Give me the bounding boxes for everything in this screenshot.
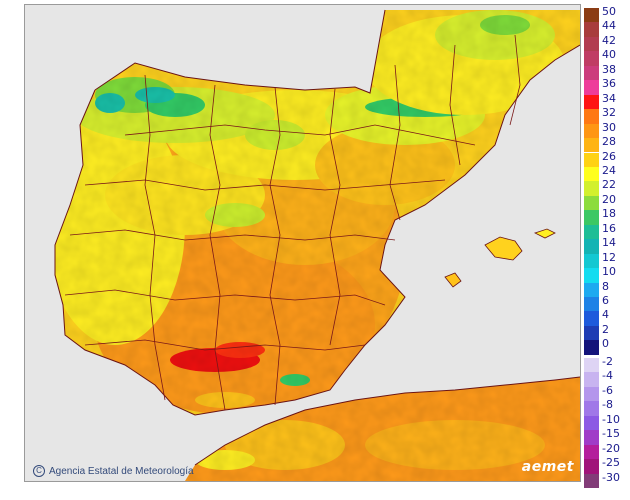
legend-warm-swatch: [584, 36, 599, 52]
legend-cold-swatch: [584, 372, 599, 387]
legend-cold-swatch: [584, 401, 599, 416]
legend-warm-label: 8: [602, 279, 609, 293]
legend-warm-label: 32: [602, 106, 616, 120]
legend-cold-swatch: [584, 473, 599, 489]
legend-warm-swatch: [584, 297, 599, 312]
legend-cold-swatch: [584, 415, 599, 431]
legend-warm-swatch: [584, 268, 599, 283]
legend-warm-swatch: [584, 138, 599, 153]
legend-warm-label: 0: [602, 337, 609, 351]
legend-cold-swatch: [584, 358, 599, 373]
legend-warm-swatch: [584, 80, 599, 95]
legend-warm-label: 22: [602, 178, 616, 192]
legend-warm-swatch: [584, 152, 599, 167]
legend-warm-label: 16: [602, 221, 616, 235]
legend-warm-label: 10: [602, 265, 616, 279]
copyright-icon: C: [33, 465, 45, 477]
legend-cold-label: -15: [602, 427, 620, 441]
legend-warm-label: 24: [602, 163, 616, 177]
iberia-temperature-field: [25, 5, 580, 481]
legend-cold-label: -30: [602, 470, 620, 484]
legend-warm-swatch: [584, 311, 599, 326]
legend-warm-swatch: [584, 340, 599, 355]
menorca-island: [533, 228, 556, 239]
credit-text: Agencia Estatal de Meteorología: [49, 465, 194, 477]
legend-warm-swatch: [584, 166, 599, 182]
legend-warm-label: 44: [602, 19, 616, 33]
legend-warm-label: 36: [602, 77, 616, 91]
legend-cold-label: -2: [602, 355, 613, 368]
legend-cold-label: -20: [602, 441, 620, 455]
legend-warm-swatch: [584, 195, 599, 211]
legend-warm-swatch: [584, 224, 599, 240]
legend-warm-swatch: [584, 65, 599, 81]
credit-line: C Agencia Estatal de Meteorología: [33, 465, 194, 477]
legend-warm-swatch: [584, 109, 599, 124]
legend-warm-swatch: [584, 239, 599, 254]
legend-warm-swatch: [584, 325, 599, 341]
ibiza-island: [444, 272, 462, 288]
legend-warm-swatch: [584, 123, 599, 139]
legend-warm-swatch: [584, 181, 599, 196]
temperature-map[interactable]: C Agencia Estatal de Meteorología aemet: [24, 4, 581, 482]
legend-warm-label: 42: [602, 33, 616, 47]
legend-warm-swatch: [584, 253, 599, 269]
legend-cold-swatch: [584, 430, 599, 445]
legend-warm-label: 34: [602, 91, 616, 105]
legend-warm-label: 18: [602, 207, 616, 221]
legend-warm-label: 12: [602, 250, 616, 264]
legend-warm-label: 50: [602, 5, 616, 18]
legend-warm-label: 28: [602, 135, 616, 149]
majorca-island: [484, 236, 523, 261]
legend-cold-label: -25: [602, 456, 620, 470]
legend-warm-label: 6: [602, 294, 609, 307]
legend-cold-swatch: [584, 444, 599, 460]
province-borders: [64, 34, 521, 411]
legend-cold-label: -6: [602, 383, 613, 397]
legend-warm-label: 14: [602, 236, 616, 250]
legend-warm-label: 40: [602, 48, 616, 62]
legend-cold-label: -10: [602, 412, 620, 426]
temperature-legend: 50 44 42 40 38 36 34 32 30 28 26 24 22 20 18 16 14 12 10 8 6…: [582, 5, 630, 489]
legend-cold-swatch: [584, 386, 599, 402]
legend-warm-swatch: [584, 51, 599, 66]
legend-warm-swatch: [584, 8, 599, 23]
legend-cold-swatch: [584, 459, 599, 474]
legend-warm-swatch: [584, 22, 599, 37]
legend-cold-label: -4: [602, 369, 613, 383]
north-africa-coast: [194, 376, 580, 466]
legend-warm-swatch: [584, 282, 599, 297]
legend-warm-label: 4: [602, 308, 609, 322]
legend-cold-label: -8: [602, 398, 613, 412]
legend-warm-label: 26: [602, 149, 616, 163]
legend-warm-label: 20: [602, 192, 616, 206]
legend-warm-label: 2: [602, 322, 609, 336]
legend-warm-label: 38: [602, 62, 616, 76]
legend-warm-label: 30: [602, 120, 616, 134]
legend-warm-swatch: [584, 94, 599, 110]
aemet-logo: aemet: [521, 459, 574, 475]
legend-warm-swatch: [584, 210, 599, 225]
